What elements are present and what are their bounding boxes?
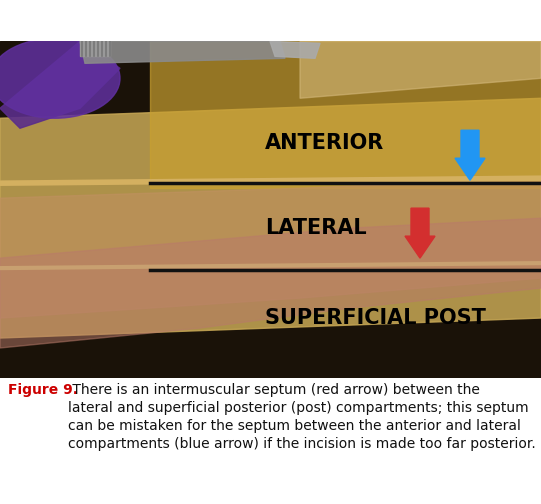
FancyArrow shape	[455, 130, 485, 180]
Text: Figure 9.: Figure 9.	[8, 383, 78, 397]
Bar	[80, 41, 110, 56]
Polygon shape	[0, 41, 120, 128]
Polygon shape	[0, 178, 541, 318]
Polygon shape	[270, 41, 320, 58]
Polygon shape	[300, 41, 541, 98]
Polygon shape	[0, 218, 541, 348]
Polygon shape	[80, 41, 285, 64]
Polygon shape	[0, 98, 541, 338]
Ellipse shape	[0, 38, 120, 118]
Text: LATERAL ASPECT LEFT LOWER LEG (FOOT TO LEFT): LATERAL ASPECT LEFT LOWER LEG (FOOT TO L…	[21, 12, 520, 30]
Text: ANTERIOR: ANTERIOR	[265, 133, 384, 153]
FancyArrow shape	[405, 208, 435, 258]
Text: There is an intermuscular septum (red arrow) between the
lateral and superficial: There is an intermuscular septum (red ar…	[69, 383, 536, 451]
Text: SUPERFICIAL POST: SUPERFICIAL POST	[265, 308, 486, 328]
Text: LATERAL: LATERAL	[265, 218, 367, 238]
Bar	[150, 41, 541, 188]
